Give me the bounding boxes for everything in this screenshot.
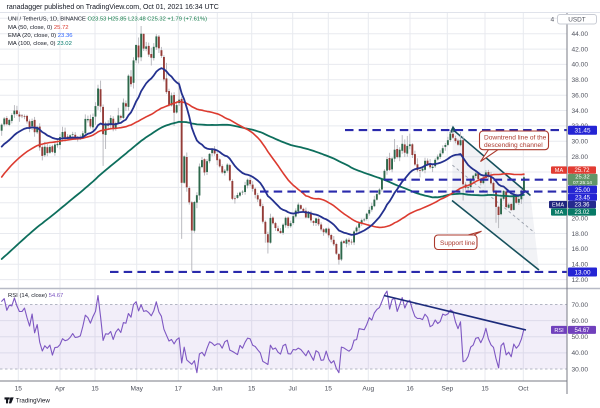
svg-text:May: May <box>130 386 143 393</box>
svg-text:36.00: 36.00 <box>572 93 589 100</box>
svg-text:20.00: 20.00 <box>572 215 589 222</box>
svg-text:Jun: Jun <box>212 386 223 393</box>
svg-text:40.00: 40.00 <box>572 62 589 69</box>
svg-text:descending channel: descending channel <box>484 142 543 149</box>
svg-text:RSI (14, close) 54.67: RSI (14, close) 54.67 <box>8 293 63 299</box>
svg-text:Downtrend line of the: Downtrend line of the <box>484 135 547 142</box>
svg-text:54.67: 54.67 <box>574 328 590 334</box>
svg-text:MA (50, close, 0) 25.72: MA (50, close, 0) 25.72 <box>8 25 69 31</box>
svg-text:Sep: Sep <box>441 386 453 393</box>
svg-text:Jul: Jul <box>288 386 297 393</box>
svg-text:MA: MA <box>555 210 564 216</box>
svg-text:15: 15 <box>248 386 256 393</box>
svg-text:30.00: 30.00 <box>572 139 589 146</box>
svg-text:Support line: Support line <box>440 240 476 247</box>
svg-text:TradingView: TradingView <box>16 398 51 405</box>
svg-text:MA: MA <box>555 168 564 174</box>
svg-text:RSI: RSI <box>554 328 564 334</box>
svg-text:30.00: 30.00 <box>572 366 589 373</box>
svg-text:25.32: 25.32 <box>575 175 590 181</box>
svg-text:40.00: 40.00 <box>572 350 589 357</box>
svg-text:13.00: 13.00 <box>575 269 591 276</box>
svg-text:50.00: 50.00 <box>572 334 589 341</box>
svg-text:EMA: EMA <box>552 203 564 209</box>
svg-text:34.00: 34.00 <box>572 108 589 115</box>
svg-text:15: 15 <box>91 386 99 393</box>
svg-text:Apr: Apr <box>55 386 66 393</box>
svg-text:4: 4 <box>551 17 555 24</box>
svg-text:38.00: 38.00 <box>572 77 589 84</box>
svg-text:15: 15 <box>15 386 23 393</box>
svg-text:44.00: 44.00 <box>572 31 589 38</box>
svg-text:17: 17 <box>175 386 183 393</box>
svg-text:Aug: Aug <box>362 386 374 393</box>
svg-text:70.00: 70.00 <box>572 302 589 309</box>
svg-text:16: 16 <box>406 386 414 393</box>
svg-text:18.00: 18.00 <box>572 231 589 238</box>
svg-text:ranadagger published on Tradin: ranadagger published on TradingView.com,… <box>7 4 219 11</box>
svg-text:14.00: 14.00 <box>572 262 589 269</box>
svg-text:USDT: USDT <box>568 17 585 24</box>
svg-text:28.00: 28.00 <box>572 154 589 161</box>
svg-text:Oct: Oct <box>518 386 528 393</box>
svg-text:60.00: 60.00 <box>572 318 589 325</box>
svg-text:MA (100, close, 0) 23.02: MA (100, close, 0) 23.02 <box>8 41 72 47</box>
svg-text:31.45: 31.45 <box>575 128 591 135</box>
svg-text:25.72: 25.72 <box>574 168 590 174</box>
svg-text:23.36: 23.36 <box>574 203 590 209</box>
svg-text:23.02: 23.02 <box>574 210 590 216</box>
svg-text:15: 15 <box>481 386 489 393</box>
svg-text:UNI / TetherUS, 1D, BINANCE O2: UNI / TetherUS, 1D, BINANCE O23.53 H25.8… <box>8 17 207 23</box>
svg-text:12.00: 12.00 <box>572 277 589 284</box>
svg-text:07:25:14: 07:25:14 <box>573 180 592 186</box>
svg-text:25.00: 25.00 <box>575 188 591 194</box>
svg-text:15: 15 <box>325 386 333 393</box>
svg-text:23.45: 23.45 <box>575 195 591 201</box>
svg-text:42.00: 42.00 <box>572 46 589 53</box>
svg-text:16.00: 16.00 <box>572 246 589 253</box>
svg-text:EMA (20, close, 0) 23.36: EMA (20, close, 0) 23.36 <box>8 33 73 39</box>
